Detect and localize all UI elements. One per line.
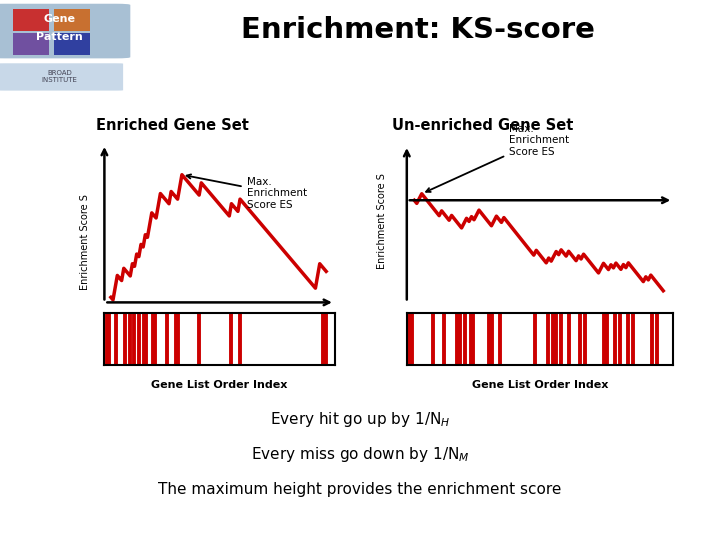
Bar — [54, 33, 90, 55]
Text: Enrichment: KS-score: Enrichment: KS-score — [240, 16, 595, 44]
Text: Un-enriched Gene Set: Un-enriched Gene Set — [392, 118, 573, 133]
Text: Enrichment Score S: Enrichment Score S — [377, 173, 387, 269]
Text: Every miss go down by 1/N$_{M}$: Every miss go down by 1/N$_{M}$ — [251, 445, 469, 464]
Text: Enriched Gene Set: Enriched Gene Set — [96, 118, 249, 133]
Bar — [13, 33, 49, 55]
Text: Every hit go up by 1/N$_{H}$: Every hit go up by 1/N$_{H}$ — [270, 410, 450, 429]
FancyBboxPatch shape — [0, 4, 130, 58]
Text: BROAD
INSTITUTE: BROAD INSTITUTE — [42, 70, 78, 84]
Text: Pattern: Pattern — [37, 32, 83, 42]
Text: Max.
Enrichment
Score ES: Max. Enrichment Score ES — [186, 174, 307, 210]
Text: Max.
Enrichment
Score ES: Max. Enrichment Score ES — [426, 124, 569, 192]
Text: The maximum height provides the enrichment score: The maximum height provides the enrichme… — [158, 482, 562, 497]
FancyBboxPatch shape — [0, 63, 123, 91]
Text: Gene List Order Index: Gene List Order Index — [472, 380, 608, 389]
Bar — [54, 9, 90, 31]
Text: Enrichment Score S: Enrichment Score S — [80, 194, 90, 290]
Bar — [13, 9, 49, 31]
Text: Gene List Order Index: Gene List Order Index — [151, 380, 288, 389]
Text: Gene: Gene — [44, 14, 76, 24]
